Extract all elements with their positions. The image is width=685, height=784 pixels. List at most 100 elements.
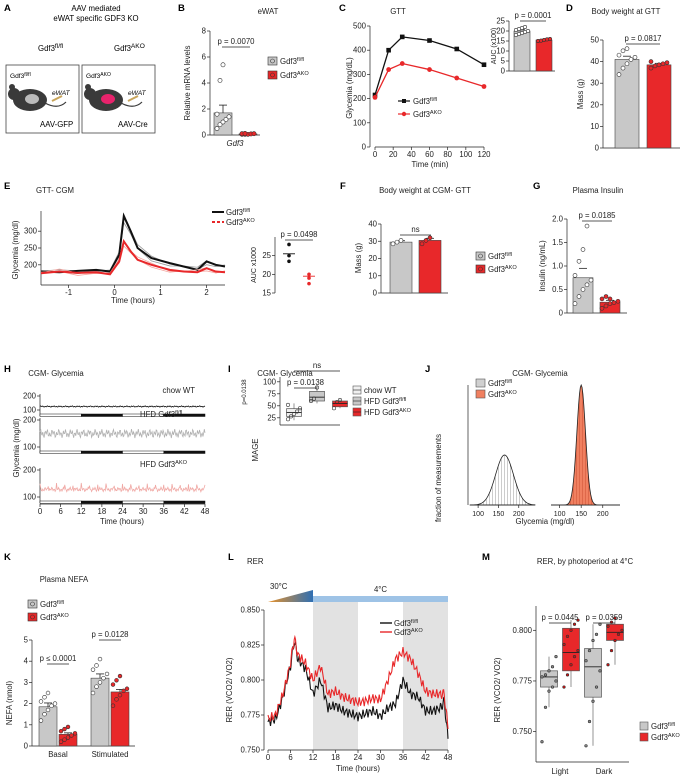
panel-m-point	[565, 673, 570, 677]
panel-k-cmp-pvalue: p = 0.0128	[91, 630, 128, 639]
panel-i-point	[291, 411, 296, 416]
panel-e-inset-y-tick-label: 25	[262, 251, 271, 260]
panel-j-x-tick-label: 100	[472, 511, 484, 518]
panel-h-y-tick-label: 100	[23, 406, 37, 415]
panel-i-y-tick-label: 100	[263, 377, 277, 386]
panel-j-density	[469, 454, 536, 506]
panel-d-y-tick-label: 30	[590, 79, 599, 88]
panel-k-point	[62, 726, 67, 732]
panel-k-y-tick-label: 1	[24, 720, 28, 729]
panel-f-point	[419, 241, 425, 247]
panel-b-point	[251, 131, 257, 137]
panel-e-inset-y-tick-label: 20	[262, 270, 271, 279]
panel-c-y-tick-label: 400	[353, 46, 367, 55]
panel-m-point	[594, 685, 599, 689]
panel-b-y-tick-label: 8	[202, 27, 206, 36]
panel-g-point	[607, 296, 613, 302]
panel-d-point	[664, 60, 670, 65]
panel-k-point	[94, 684, 99, 689]
panel-a: AAV mediated eWAT specific GDF3 KO Gdf3f…	[5, 4, 156, 134]
panel-e-individual-trace	[40, 221, 226, 274]
panel-m-ylabel: RER (VCO2/ VO2)	[493, 657, 502, 722]
panel-b-xlabel: Gdf3	[227, 139, 245, 148]
panel-k-legend-fl-label: Gdf3fl/fl	[40, 600, 64, 609]
syringe-left-icon	[51, 95, 63, 102]
panel-f-y-tick-label: 10	[368, 271, 377, 280]
panel-i-point	[285, 402, 290, 407]
panel-l-x-tick-label: 48	[444, 753, 453, 762]
panel-b-point	[223, 117, 229, 122]
panel-h-y-tick-label: 200	[23, 392, 37, 401]
panel-i-legend-label: HFD Gdf3fl/fl	[364, 397, 406, 406]
panel-c-inset-point	[547, 36, 552, 41]
panel-k-point	[42, 695, 47, 700]
panel-e-legend-fl-sup: fl/fl	[243, 208, 250, 214]
panel-i-point	[294, 409, 299, 414]
panel-j-legend-fl: Gdf3fl/fl	[488, 379, 512, 388]
panel-i-cmp1-pvalue: p = 0.0138	[287, 378, 324, 387]
panel-i-box	[309, 391, 325, 402]
panel-c-marker	[386, 67, 392, 72]
panel-c-legend-fl-base: Gdf3	[413, 97, 430, 106]
panel-m-y-tick-label: 0.750	[512, 727, 532, 736]
panel-c-legend-fl: Gdf3fl/fl	[413, 97, 437, 106]
panel-m-point	[587, 648, 592, 653]
panel-h-photoperiod-bar	[122, 450, 164, 454]
panel-b-point	[220, 62, 226, 68]
panel-k-bar	[110, 691, 130, 747]
panel-h-x-tick-label: 0	[38, 507, 43, 516]
panel-h-x-tick-label: 42	[180, 507, 189, 516]
panel-l-legend-ako: Gdf3AKO	[394, 628, 423, 637]
panel-l-x-tick-label: 12	[309, 753, 318, 762]
panel-e-inset-ylabel: AUC x1000	[251, 247, 258, 283]
panel-g-title: Plasma Insulin	[573, 186, 624, 195]
panel-m-point	[616, 632, 621, 636]
panel-h-xlabel: Time (hours)	[100, 517, 144, 526]
panel-m-point	[606, 663, 610, 667]
panel-k-y-tick-label: 0	[24, 742, 29, 751]
panel-l-trace	[267, 634, 449, 730]
panel-i-legend-label-base: HFD Gdf3	[364, 408, 399, 417]
panel-i-legend-label-base: HFD Gdf3	[364, 397, 399, 406]
panel-c-marker	[481, 84, 487, 89]
panel-b-point	[217, 122, 223, 127]
panel-d-title: Body weight at GTT	[592, 7, 661, 16]
panel-h-y-tick-label: 200	[23, 416, 37, 425]
panel-l-temp-cold-label: 4°C	[374, 585, 387, 594]
panel-i-legend-label: HFD Gdf3AKO	[364, 408, 412, 417]
panel-e-legend-ako-base: Gdf3	[226, 218, 243, 227]
panel-g-y-tick-label: 0.5	[552, 285, 564, 294]
panel-k-point	[101, 675, 106, 681]
panel-j-legend-ako: Gdf3AKO	[488, 390, 517, 399]
panel-l-legend-ako-sup: AKO	[411, 628, 423, 634]
panel-f-legend-ako-swatch-dot	[478, 266, 483, 272]
panel-l-cold-bar	[313, 596, 448, 602]
panel-k-category-label: Basal	[48, 750, 68, 759]
panel-l-temp-ramp	[268, 590, 313, 602]
panel-h-photoperiod-bar	[81, 500, 123, 504]
panel-e-title: GTT- CGM	[36, 186, 74, 195]
panel-h-x-tick-label: 12	[77, 507, 86, 516]
panel-g-ylabel: Insulin (ng/mL)	[538, 240, 547, 292]
panel-k-point	[65, 735, 71, 740]
panel-k-point	[110, 682, 116, 687]
panel-i-y-tick-label: 50	[267, 401, 276, 410]
panel-m-box	[562, 627, 580, 672]
panel-k-point	[124, 686, 130, 691]
panel-b-legend-fl-label-sup: fl/fl	[297, 57, 304, 63]
panel-e-y-tick-label: 200	[24, 260, 38, 269]
panel-c-marker	[372, 94, 378, 100]
panel-e-legend-fl: Gdf3fl/fl	[226, 208, 250, 217]
panel-c-x-tick-label: 20	[389, 150, 398, 159]
panel-m-point	[554, 655, 558, 659]
panel-d-point	[624, 61, 630, 67]
panel-d-point	[616, 72, 622, 77]
panel-m-point	[550, 685, 555, 689]
panel-h-photoperiod-bar	[163, 450, 206, 454]
panel-l-x-tick-label: 24	[354, 753, 363, 762]
panel-i-point	[288, 414, 293, 419]
panel-l-x-tick-label: 42	[421, 753, 430, 762]
panel-c-title: GTT	[390, 7, 406, 16]
panel-j-legend-ako-base: Gdf3	[488, 390, 505, 399]
panel-h-title: CGM- Glycemia	[28, 369, 84, 378]
